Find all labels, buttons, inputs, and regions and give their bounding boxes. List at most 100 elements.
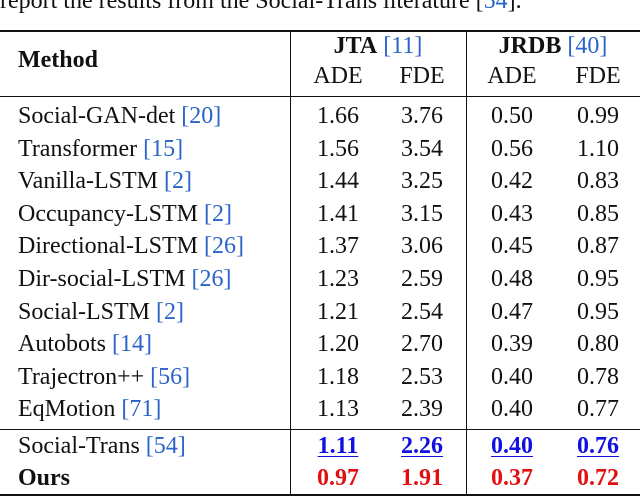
method-header: Method (18, 47, 98, 73)
table-cell-value: 1.56 (317, 136, 359, 162)
method-name: Occupancy-LSTM (18, 201, 198, 227)
header-rule (0, 96, 640, 97)
table-row-method: Directional-LSTM [26] (18, 233, 244, 259)
table-cell-value: 0.40 (491, 396, 533, 422)
method-citation[interactable]: 54 (153, 433, 178, 459)
caption-citation[interactable]: 54 (483, 0, 508, 14)
best-jta-fde: 1.91 (401, 465, 443, 491)
table-caption: report the results from the Social-Trans… (0, 0, 522, 15)
table-cell-value: 2.70 (401, 331, 443, 357)
top-rule (0, 30, 640, 32)
method-name: Autobots (18, 331, 107, 357)
table-cell-value: 1.66 (317, 103, 359, 129)
table-cell-value: 3.06 (401, 233, 443, 259)
table-cell-value: 0.50 (491, 103, 533, 129)
jta-group-header: JTA [11] (333, 33, 423, 59)
table-cell-value: 0.40 (491, 364, 533, 390)
metric-header-jrdb-fde: FDE (575, 63, 621, 89)
table-row-method: Vanilla-LSTM [2] (18, 168, 192, 194)
table-cell-value: 0.95 (577, 299, 619, 325)
method-name: Directional-LSTM (18, 233, 198, 259)
table-row-method: Autobots [14] (18, 331, 153, 357)
method-citation[interactable]: 2 (171, 168, 184, 194)
ours-separator-rule (0, 429, 640, 430)
column-separator-2 (466, 31, 467, 496)
jta-label: JTA (333, 33, 378, 59)
best-jta-ade: 0.97 (317, 465, 359, 491)
table-cell-value: 1.21 (317, 299, 359, 325)
jrdb-group-header: JRDB [40] (498, 33, 608, 59)
table-cell-value: 3.25 (401, 168, 443, 194)
table-cell-value: 1.44 (317, 168, 359, 194)
jrdb-citation[interactable]: 40 (575, 33, 600, 59)
table-cell-value: 0.85 (577, 201, 619, 227)
bottom-rule (0, 494, 640, 496)
table-cell-value: 1.41 (317, 201, 359, 227)
second-best-jta-fde: 2.26 (401, 433, 443, 459)
method-citation[interactable]: 26 (211, 233, 236, 259)
method-name: Vanilla-LSTM (18, 168, 158, 194)
best-jrdb-fde: 0.72 (577, 465, 619, 491)
best-jrdb-ade: 0.37 (491, 465, 533, 491)
jta-citation[interactable]: 11 (391, 33, 415, 59)
table-cell-value: 0.42 (491, 168, 533, 194)
table-row-method: Occupancy-LSTM [2] (18, 201, 232, 227)
table-row-method: Social-GAN-det [20] (18, 103, 222, 129)
table-row-method: Transformer [15] (18, 136, 184, 162)
method-name: Transformer (18, 136, 138, 162)
table-cell-value: 2.59 (401, 266, 443, 292)
table-cell-value: 0.80 (577, 331, 619, 357)
table-cell-value: 3.15 (401, 201, 443, 227)
table-cell-value: 2.53 (401, 364, 443, 390)
table-cell-value: 0.77 (577, 396, 619, 422)
table-cell-value: 0.43 (491, 201, 533, 227)
table-row-method: Dir-social-LSTM [26] (18, 266, 232, 292)
table-row-method: Trajectron++ [56] (18, 364, 191, 390)
table-row-method: Social-LSTM [2] (18, 299, 184, 325)
table-cell-value: 0.99 (577, 103, 619, 129)
method-name: Social-LSTM (18, 299, 150, 325)
table-cell-value: 1.37 (317, 233, 359, 259)
method-name: Dir-social-LSTM (18, 266, 186, 292)
best-method: Ours (18, 465, 71, 491)
method-citation[interactable]: 26 (199, 266, 224, 292)
table-cell-value: 1.13 (317, 396, 359, 422)
table-cell-value: 3.54 (401, 136, 443, 162)
table-cell-value: 0.78 (577, 364, 619, 390)
table-cell-value: 0.83 (577, 168, 619, 194)
metric-header-jta-fde: FDE (399, 63, 445, 89)
method-name: EqMotion (18, 396, 116, 422)
second-best-method: Social-Trans [54] (18, 433, 186, 459)
table-cell-value: 0.95 (577, 266, 619, 292)
table-cell-value: 0.56 (491, 136, 533, 162)
method-citation[interactable]: 14 (120, 331, 145, 357)
table-cell-value: 0.45 (491, 233, 533, 259)
table-cell-value: 1.18 (317, 364, 359, 390)
method-citation[interactable]: 15 (151, 136, 176, 162)
caption-text: report the results from the Social-Trans… (0, 0, 484, 14)
table-cell-value: 1.20 (317, 331, 359, 357)
table-cell-value: 2.54 (401, 299, 443, 325)
method-name: Social-Trans (18, 433, 140, 459)
column-separator-1 (290, 31, 291, 496)
table-cell-value: 0.48 (491, 266, 533, 292)
method-citation[interactable]: 71 (129, 396, 154, 422)
caption-text-end: ]. (507, 0, 522, 14)
method-name: Social-GAN-det (18, 103, 176, 129)
second-best-jrdb-ade: 0.40 (491, 433, 533, 459)
method-citation[interactable]: 2 (164, 299, 176, 325)
second-best-jrdb-fde: 0.76 (577, 433, 619, 459)
table-cell-value: 0.47 (491, 299, 533, 325)
jrdb-label: JRDB (498, 33, 562, 59)
method-name: Trajectron++ (18, 364, 145, 390)
table-cell-value: 2.39 (401, 396, 443, 422)
table-cell-value: 1.10 (577, 136, 619, 162)
table-cell-value: 3.76 (401, 103, 443, 129)
method-citation[interactable]: 56 (158, 364, 183, 390)
table-cell-value: 0.87 (577, 233, 619, 259)
method-citation[interactable]: 2 (211, 201, 224, 227)
method-citation[interactable]: 20 (189, 103, 214, 129)
table-cell-value: 0.39 (491, 331, 533, 357)
second-best-jta-ade: 1.11 (317, 433, 359, 459)
table-row-method: EqMotion [71] (18, 396, 162, 422)
